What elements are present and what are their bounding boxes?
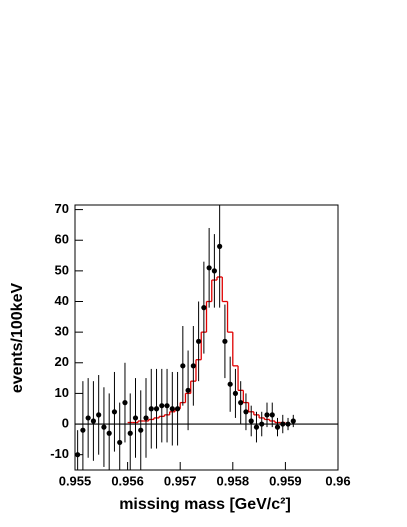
data-point: [259, 421, 265, 427]
data-point: [153, 406, 160, 412]
data-point: [106, 430, 112, 436]
data-point: [290, 418, 296, 424]
y-tick-label: 50: [55, 262, 69, 277]
x-tick-label: 0.96: [325, 473, 350, 488]
x-tick-label: 0.955: [59, 473, 92, 488]
data-point: [85, 415, 91, 421]
data-point: [101, 424, 107, 430]
data-point: [127, 430, 133, 436]
y-tick-label: 0: [62, 415, 69, 430]
y-tick-label: 30: [55, 324, 69, 339]
data-point: [227, 381, 233, 387]
data-point: [285, 421, 291, 427]
data-point: [143, 415, 149, 421]
data-point: [132, 415, 139, 421]
data-point: [122, 400, 128, 406]
data-point: [148, 406, 154, 412]
plot-frame: [74, 204, 339, 471]
data-point: [138, 427, 144, 433]
data-point: [169, 406, 175, 412]
data-point: [90, 418, 97, 424]
x-tick-label: 0.959: [269, 473, 302, 488]
x-tick-label: 0.957: [164, 473, 197, 488]
data-point: [253, 424, 260, 430]
data-point: [196, 338, 202, 344]
y-tick-label: -10: [50, 446, 69, 461]
data-point: [238, 400, 244, 406]
data-point: [232, 390, 239, 397]
x-tick-label: 0.956: [111, 473, 144, 488]
y-tick-label: 70: [55, 201, 69, 216]
data-point: [206, 265, 212, 271]
y-tick-label: 10: [55, 385, 69, 400]
data-point: [280, 421, 286, 427]
data-point: [117, 439, 123, 446]
data-point: [164, 403, 170, 409]
data-point: [75, 452, 81, 458]
data-point: [201, 305, 207, 311]
data-point: [264, 412, 270, 418]
data-point: [217, 243, 223, 249]
data-point: [211, 268, 217, 274]
data-point: [222, 338, 228, 344]
x-axis-title: missing mass [GeV/c²]: [119, 496, 291, 513]
data-point: [159, 403, 165, 409]
data-point: [274, 424, 281, 430]
data-point: [269, 412, 275, 418]
data-point: [180, 363, 186, 369]
data-point: [111, 409, 118, 415]
data-point: [96, 412, 102, 418]
y-tick-label: 20: [55, 354, 69, 369]
y-tick-label: 60: [55, 232, 69, 247]
data-point: [80, 427, 86, 433]
y-axis-title: events/100keV: [9, 283, 26, 394]
data-point: [248, 418, 254, 424]
data-point: [190, 363, 196, 369]
data-point: [174, 406, 181, 412]
data-point: [243, 409, 249, 415]
data-point: [185, 387, 191, 393]
y-tick-label: 40: [55, 293, 69, 308]
x-tick-label: 0.958: [217, 473, 250, 488]
